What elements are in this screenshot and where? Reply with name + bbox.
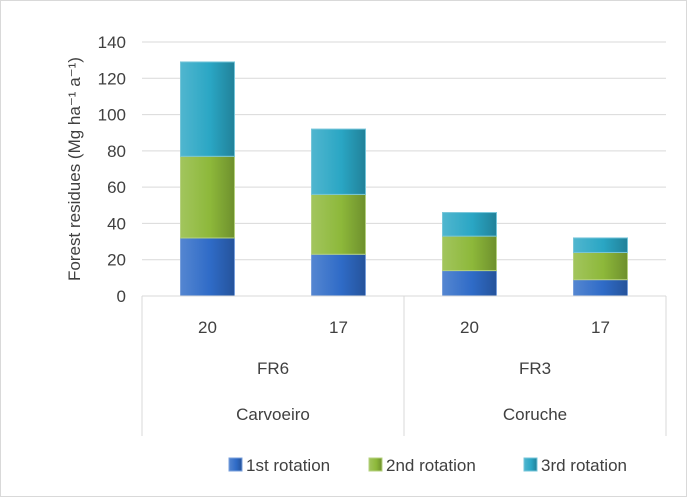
bar-segment: [180, 237, 235, 297]
axes: 0 20 40 60 80 100 120 140 20 17 20 17 FR6 Carvoeiro FR…: [98, 33, 667, 436]
x-group-label: FR6: [257, 359, 289, 378]
legend: 1st rotation 2nd rotation 3rd rotation: [228, 456, 627, 475]
bar-segment: [442, 235, 497, 272]
legend-label: 1st rotation: [246, 456, 330, 475]
legend-swatch: [228, 457, 243, 472]
bar-segment: [442, 212, 497, 237]
y-tick-label: 20: [107, 251, 126, 270]
legend-label: 3rd rotation: [541, 456, 627, 475]
bar-segment: [442, 270, 497, 297]
x-group-label: FR3: [519, 359, 551, 378]
y-tick-label: 60: [107, 178, 126, 197]
x-category-label: 17: [329, 318, 348, 337]
bars: [180, 61, 628, 297]
x-site-label: Coruche: [503, 405, 567, 424]
bar-segment: [311, 193, 366, 255]
bar-segment: [573, 251, 628, 281]
y-tick-label: 40: [107, 214, 126, 233]
legend-label: 2nd rotation: [386, 456, 476, 475]
legend-swatch: [368, 457, 383, 472]
bar-segment: [311, 128, 366, 195]
y-tick-label: 80: [107, 142, 126, 161]
x-category-label: 17: [591, 318, 610, 337]
x-category-label: 20: [198, 318, 217, 337]
x-category-label: 20: [460, 318, 479, 337]
y-tick-label: 100: [98, 106, 126, 125]
bar-segment: [180, 61, 235, 157]
bar-segment: [180, 155, 235, 239]
legend-swatch: [523, 457, 538, 472]
bar-segment: [311, 253, 366, 297]
x-site-label: Carvoeiro: [236, 405, 310, 424]
y-axis-title: Forest residues (Mg ha⁻¹ a⁻¹): [65, 57, 84, 281]
y-tick-label: 140: [98, 33, 126, 52]
bar-segment: [573, 237, 628, 253]
bar-segment: [573, 279, 628, 297]
y-tick-label: 0: [117, 287, 126, 306]
y-tick-label: 120: [98, 69, 126, 88]
